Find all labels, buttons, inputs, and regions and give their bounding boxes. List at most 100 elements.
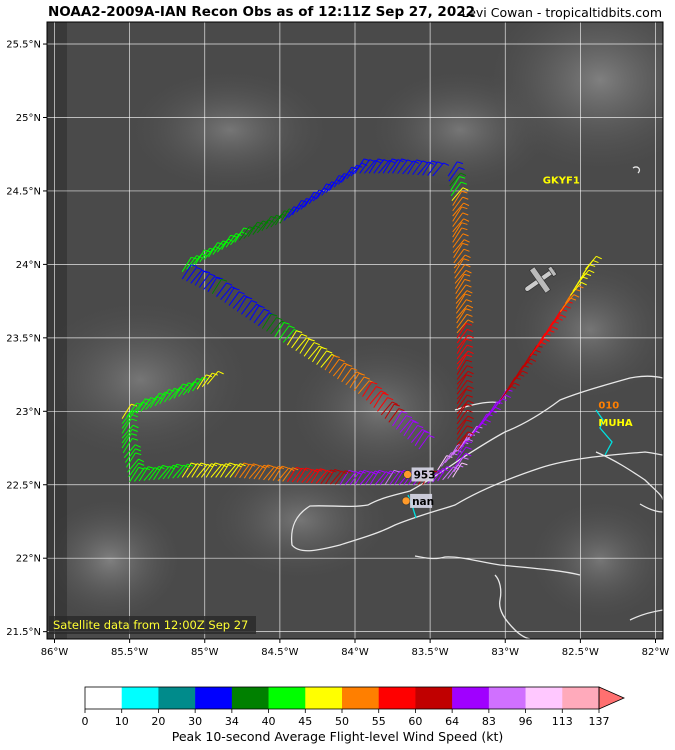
wind-barb bbox=[577, 269, 590, 284]
wind-barb bbox=[453, 243, 463, 259]
wind-barb-flag bbox=[461, 227, 468, 231]
wind-barb bbox=[452, 233, 464, 248]
wind-barb bbox=[234, 462, 245, 478]
wind-barb bbox=[315, 470, 328, 484]
wind-barb-flag bbox=[301, 333, 308, 337]
colorbar-tick-label: 64 bbox=[445, 715, 459, 728]
wind-barb bbox=[354, 158, 365, 174]
wind-barb-flag bbox=[443, 162, 450, 166]
wind-barb bbox=[418, 435, 430, 450]
wind-barb-flag bbox=[355, 471, 362, 475]
wind-barb bbox=[308, 189, 320, 205]
wind-barb bbox=[389, 470, 401, 486]
wind-barb-flag bbox=[132, 437, 139, 441]
wind-barb-flag bbox=[467, 319, 474, 323]
wind-barb bbox=[387, 159, 399, 174]
wind-barb-flag bbox=[253, 463, 260, 467]
wind-barb-flag bbox=[463, 218, 470, 222]
wind-barb bbox=[205, 462, 216, 478]
wind-barb-flag bbox=[461, 190, 468, 194]
wind-barb-flag bbox=[465, 270, 472, 274]
wind-barb-flag bbox=[466, 403, 473, 407]
wind-barb-flag bbox=[465, 284, 472, 288]
wind-barb bbox=[201, 372, 213, 388]
wind-barb bbox=[456, 319, 469, 334]
wind-barb bbox=[407, 425, 418, 440]
wind-barb bbox=[541, 326, 553, 341]
wind-barb bbox=[159, 389, 170, 405]
wind-barb bbox=[278, 325, 290, 340]
wind-barb-flag bbox=[382, 392, 389, 396]
wind-barb bbox=[265, 214, 277, 230]
wind-barb bbox=[154, 391, 166, 407]
wind-barb bbox=[295, 337, 308, 352]
wind-barb-flag bbox=[453, 466, 460, 470]
colorbar-segment bbox=[415, 687, 453, 709]
wind-barb-flag bbox=[270, 216, 277, 219]
wind-barb-flag bbox=[345, 470, 351, 474]
wind-barb bbox=[157, 466, 170, 480]
center-fix-marker bbox=[401, 496, 411, 506]
wind-barb-flag bbox=[438, 470, 445, 474]
wind-barb bbox=[221, 235, 232, 250]
wind-barb-flag bbox=[466, 344, 473, 348]
wind-barb bbox=[362, 381, 372, 397]
wind-barb-flag bbox=[206, 374, 213, 378]
wind-barb bbox=[456, 365, 468, 380]
wind-barb bbox=[216, 282, 227, 298]
wind-barb bbox=[452, 227, 463, 243]
wind-barb bbox=[455, 284, 467, 299]
lat-tick-label: 23°N bbox=[16, 407, 41, 418]
wind-barb-flag bbox=[203, 270, 210, 274]
wind-barb-flag bbox=[588, 269, 595, 274]
wind-barb bbox=[286, 330, 297, 346]
wind-barb-flag bbox=[211, 463, 218, 467]
wind-barb-flag bbox=[589, 264, 596, 267]
wind-barb-flag bbox=[461, 222, 468, 225]
wind-barb bbox=[456, 371, 469, 385]
wind-barb bbox=[272, 465, 283, 481]
wind-barb bbox=[261, 313, 272, 329]
colorbar-tick-label: 113 bbox=[552, 715, 573, 728]
wind-barb bbox=[243, 225, 256, 239]
wind-barb bbox=[454, 258, 464, 274]
wind-barb bbox=[549, 314, 561, 329]
wind-barb bbox=[337, 364, 347, 380]
wind-barb bbox=[224, 464, 237, 478]
wind-barb-flag bbox=[326, 350, 333, 354]
wind-barb-flag bbox=[466, 313, 473, 317]
wind-barb bbox=[339, 470, 350, 486]
wind-barb bbox=[211, 279, 222, 295]
wind-barb bbox=[456, 435, 467, 451]
wind-barb bbox=[447, 161, 458, 177]
wind-barb-flag bbox=[462, 242, 469, 246]
center-fixes: 953 nan bbox=[401, 467, 436, 508]
wind-barb-flag bbox=[212, 372, 219, 376]
wind-barb-flag bbox=[169, 465, 175, 470]
wind-barb bbox=[449, 176, 460, 192]
wind-barb bbox=[456, 329, 468, 344]
lon-tick-label: 84°W bbox=[341, 647, 369, 658]
colorbar-tick-label: 10 bbox=[115, 715, 129, 728]
lon-tick-label: 83°W bbox=[491, 647, 519, 658]
wind-barb bbox=[562, 294, 575, 308]
wind-barb bbox=[140, 397, 152, 412]
wind-barb-flag bbox=[263, 308, 270, 312]
wind-barb bbox=[452, 202, 464, 217]
wind-barb-flag bbox=[466, 338, 473, 342]
wind-barb bbox=[203, 276, 215, 290]
wind-barb bbox=[452, 212, 464, 227]
wind-barb bbox=[124, 448, 136, 463]
wind-barb bbox=[456, 350, 469, 365]
wind-barb bbox=[163, 388, 175, 403]
wind-barb-flag bbox=[385, 471, 392, 475]
wind-barb bbox=[263, 466, 275, 481]
wind-barb-flag bbox=[485, 419, 491, 423]
wind-barb bbox=[220, 286, 232, 300]
wind-barb bbox=[256, 219, 269, 234]
wind-barb bbox=[168, 386, 181, 401]
wind-barb-flag bbox=[459, 176, 466, 179]
wind-barb bbox=[447, 464, 459, 479]
wind-barb bbox=[392, 411, 402, 427]
center-fix-label: nan bbox=[412, 496, 434, 508]
